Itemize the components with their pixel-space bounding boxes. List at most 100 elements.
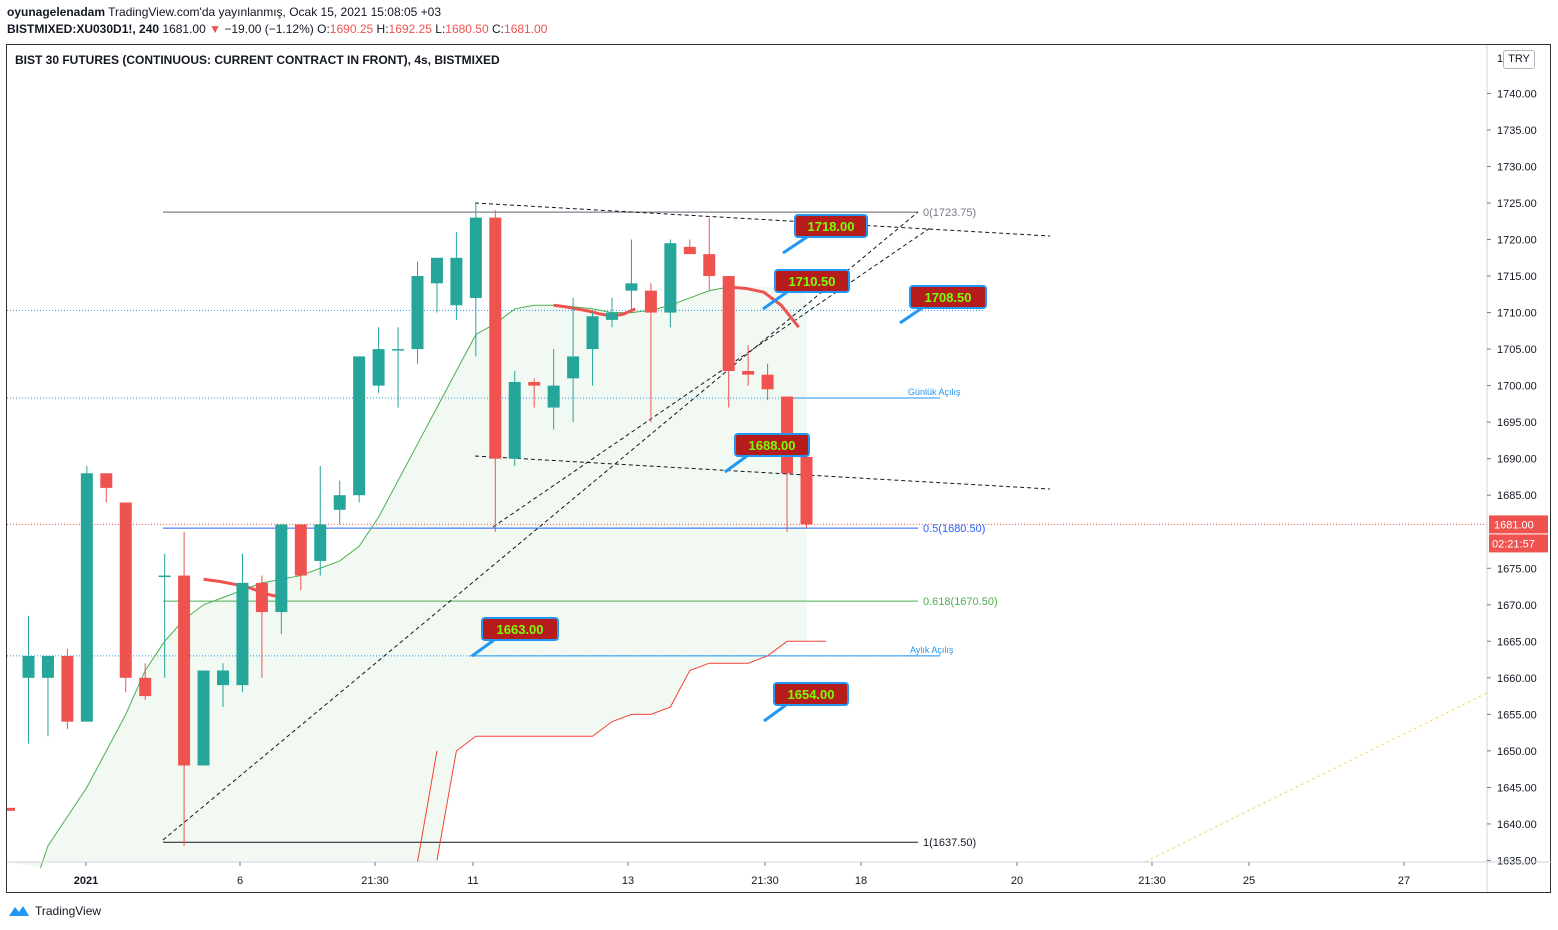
- candle: [119, 502, 132, 693]
- price-tick-label: 1640.00: [1497, 819, 1537, 831]
- candle-body: [528, 381, 541, 386]
- price-tick-label: 1690.00: [1497, 454, 1537, 466]
- fib-level-label: 0.5(1680.50): [923, 523, 985, 535]
- candle: [236, 553, 249, 693]
- candle-body: [664, 243, 677, 313]
- callout-pointer: [471, 638, 495, 658]
- candle: [314, 465, 327, 576]
- candle: [722, 276, 735, 408]
- low-value: 1680.50: [445, 22, 489, 36]
- time-tick-label: 20: [1011, 875, 1023, 887]
- price-callout: 1708.50: [899, 285, 987, 325]
- price-tick-label: 1650.00: [1497, 746, 1537, 758]
- price-callout: 1718.00: [782, 214, 868, 255]
- candle: [683, 239, 696, 255]
- candle-body: [430, 257, 443, 284]
- callout-box: [909, 285, 987, 309]
- time-tick-label: 21:30: [751, 875, 779, 887]
- close-label: C:: [492, 22, 505, 36]
- callout-label: 1708.50: [925, 290, 972, 305]
- candle: [61, 648, 74, 729]
- candle-body: [333, 495, 346, 510]
- fib-level-label: 1(1637.50): [923, 837, 976, 849]
- candle-body: [469, 217, 482, 298]
- time-tick-label: 6: [237, 875, 243, 887]
- lower-band-line: [436, 640, 826, 861]
- chart-title: BIST 30 FUTURES (CONTINUOUS: CURRENT CON…: [15, 53, 500, 67]
- candle: [586, 312, 599, 386]
- candle-body: [683, 246, 696, 255]
- candle-body: [586, 316, 599, 350]
- candle-body: [22, 655, 35, 678]
- candle-body: [450, 257, 463, 306]
- trend-line: [474, 202, 1051, 237]
- price-tick-label: 1635.00: [1497, 855, 1537, 867]
- price-tick-label: 1: [1497, 53, 1503, 65]
- time-tick-label: 11: [467, 875, 478, 887]
- price-tick-label: 1665.00: [1497, 636, 1537, 648]
- candle-body: [294, 524, 307, 576]
- price-tick-label: 1660.00: [1497, 673, 1537, 685]
- candle: [100, 473, 113, 503]
- candle: [139, 663, 152, 700]
- ohlc-legend: BISTMIXED:XU030D1!, 240 1681.00 ▼ −19.00…: [7, 22, 547, 36]
- price-tick-label: 1735.00: [1497, 125, 1537, 137]
- last-price-badge-label: 1681.00: [1494, 519, 1534, 531]
- change-value: −19.00 (−1.12%): [224, 22, 314, 36]
- candle-body: [236, 582, 249, 686]
- price-tick-label: 1695.00: [1497, 417, 1537, 429]
- published-text: TradingView.com'da yayınlanmış, Ocak 15,…: [108, 5, 441, 19]
- candle: [567, 297, 580, 423]
- last-price-badge: [1489, 515, 1548, 534]
- callout-label: 1710.50: [789, 274, 836, 289]
- chart-frame[interactable]: [6, 44, 1551, 893]
- candle-body: [139, 677, 152, 697]
- candle: [178, 531, 191, 846]
- candle-body: [800, 456, 813, 525]
- price-callout: 1688.00: [724, 433, 810, 474]
- change-arrow-icon: ▼: [209, 22, 222, 36]
- callout-label: 1688.00: [749, 438, 796, 453]
- price-tick-label: 1730.00: [1497, 161, 1537, 173]
- publish-info: oyunagelenadam TradingView.com'da yayınl…: [7, 5, 441, 19]
- callout-box: [773, 682, 849, 706]
- time-tick-label: 2021: [74, 875, 98, 887]
- callout-box: [794, 214, 868, 238]
- callout-pointer: [899, 306, 923, 325]
- price-tick-label: 1720.00: [1497, 235, 1537, 247]
- candle-body: [742, 371, 755, 375]
- last-price: 1681.00: [162, 22, 206, 36]
- candle: [255, 575, 268, 678]
- tradingview-footer[interactable]: TradingView: [7, 904, 101, 918]
- high-value: 1692.25: [388, 22, 432, 36]
- candle: [547, 349, 560, 430]
- price-tick-label: 1685.00: [1497, 490, 1537, 502]
- price-tick-label: 1725.00: [1497, 198, 1537, 210]
- candle: [294, 524, 307, 591]
- price-callout: 1663.00: [471, 617, 559, 658]
- candle-body: [80, 473, 93, 722]
- price-tick-label: 1645.00: [1497, 782, 1537, 794]
- price-tick-label: 1710.00: [1497, 308, 1537, 320]
- brand-label: TradingView: [35, 904, 102, 918]
- candle: [22, 615, 35, 744]
- candle-body: [197, 670, 210, 766]
- callout-pointer: [724, 454, 748, 474]
- author-name: oyunagelenadam: [7, 5, 106, 19]
- candle: [158, 553, 171, 678]
- callout-box: [774, 269, 850, 293]
- candle-body: [158, 575, 171, 578]
- callout-label: 1654.00: [788, 687, 835, 702]
- trend-line: [474, 455, 1051, 490]
- price-callout: 1710.50: [762, 269, 850, 311]
- candle-body: [314, 524, 327, 561]
- candle-body: [567, 356, 580, 379]
- price-tick-label: 1700.00: [1497, 381, 1537, 393]
- currency-button[interactable]: TRY: [1503, 50, 1535, 69]
- callout-pointer: [782, 235, 808, 255]
- candle: [450, 232, 463, 320]
- candle: [528, 378, 541, 408]
- candle: [489, 210, 502, 532]
- candle-body: [100, 473, 113, 488]
